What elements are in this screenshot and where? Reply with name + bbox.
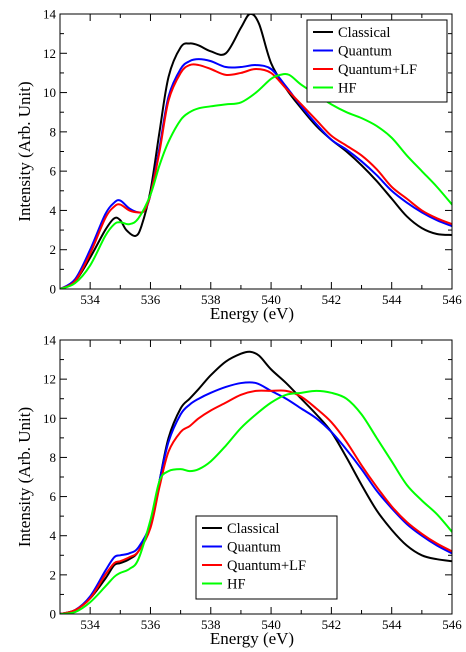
x-axis-label: Energy (eV) <box>210 304 294 323</box>
legend-label: Classical <box>338 25 390 41</box>
legend: Classical Quantum Quantum+LF HF <box>306 19 448 103</box>
x-tick-label: 544 <box>382 617 402 632</box>
legend-label: HF <box>227 577 246 593</box>
x-tick-label: 536 <box>141 292 161 307</box>
x-tick-label: 542 <box>322 292 342 307</box>
series-line-quantum-lf <box>60 389 452 614</box>
y-tick-label: 14 <box>43 7 57 22</box>
y-tick-label: 12 <box>43 372 56 387</box>
y-axis-label: Intensity (Arb. Unit) <box>15 407 34 547</box>
y-tick-label: 2 <box>50 242 57 257</box>
series-line-hf <box>60 389 452 614</box>
series-group <box>60 350 452 614</box>
series-group <box>60 14 452 289</box>
y-tick-label: 8 <box>50 450 57 465</box>
x-axis-label: Energy (eV) <box>210 629 294 648</box>
y-tick-label: 6 <box>50 164 57 179</box>
y-tick-label: 0 <box>50 607 57 622</box>
legend-label: Quantum+LF <box>338 62 417 78</box>
legend: Classical Quantum Quantum+LF HF <box>195 515 338 600</box>
y-tick-label: 12 <box>43 46 56 61</box>
y-tick-label: 14 <box>43 333 57 348</box>
series-line-hf <box>60 73 452 289</box>
legend-box <box>306 19 448 103</box>
y-tick-label: 2 <box>50 567 57 582</box>
series-line-quantum <box>60 381 452 614</box>
legend-label: Quantum <box>227 540 282 556</box>
legend-label: Quantum+LF <box>227 558 306 574</box>
series-line-quantum <box>60 58 452 289</box>
legend-box <box>195 515 338 600</box>
x-tick-label: 540 <box>261 292 281 307</box>
chart-bottom-panel: 534 536 538 540 542 544 546 0 2 4 6 8 10 12 14 Energy (… <box>15 333 462 649</box>
x-tick-label: 534 <box>80 617 100 632</box>
y-tick-label: 10 <box>43 411 56 426</box>
y-tick-label: 4 <box>50 203 57 218</box>
y-tick-label: 10 <box>43 85 56 100</box>
x-tick-label: 538 <box>201 617 221 632</box>
legend-label: HF <box>338 81 357 97</box>
y-tick-label: 6 <box>50 489 57 504</box>
series-line-classical <box>60 350 452 614</box>
x-tick-label: 534 <box>80 292 100 307</box>
x-tick-label: 538 <box>201 292 221 307</box>
x-tick-label: 544 <box>382 292 402 307</box>
y-tick-label: 8 <box>50 124 57 139</box>
legend-label: Quantum <box>338 44 393 60</box>
x-tick-label: 546 <box>442 292 462 307</box>
x-tick-label: 546 <box>442 617 462 632</box>
legend-label: Classical <box>227 521 279 537</box>
x-tick-label: 540 <box>261 617 281 632</box>
x-tick-label: 536 <box>141 617 161 632</box>
series-line-quantum-lf <box>60 63 452 289</box>
y-tick-label: 0 <box>50 282 57 297</box>
x-tick-label: 542 <box>322 617 342 632</box>
y-axis-label: Intensity (Arb. Unit) <box>15 81 34 221</box>
chart-top-panel: 534 536 538 540 542 544 546 0 2 4 6 8 10 12 14 Energy (… <box>15 7 462 324</box>
y-tick-label: 4 <box>50 528 57 543</box>
